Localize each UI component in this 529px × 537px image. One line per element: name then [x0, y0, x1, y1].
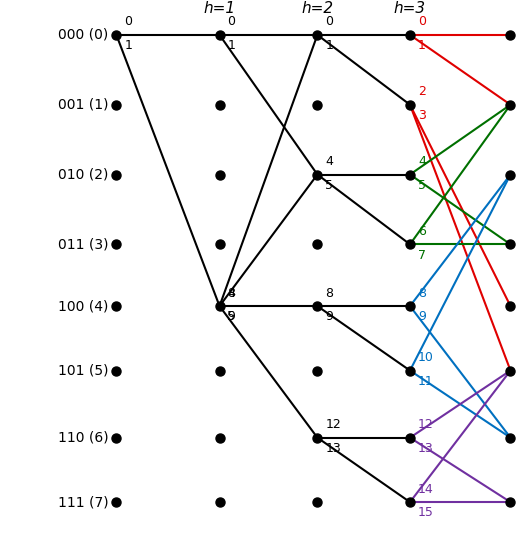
- Text: h=2: h=2: [302, 1, 333, 16]
- Text: 13: 13: [325, 442, 341, 455]
- Text: 4: 4: [227, 287, 235, 300]
- Text: 000 (0): 000 (0): [58, 28, 108, 42]
- Text: 010 (2): 010 (2): [58, 168, 108, 182]
- Text: 3: 3: [418, 109, 426, 122]
- Text: 0: 0: [124, 16, 132, 28]
- Text: 4: 4: [418, 155, 426, 168]
- Text: 11: 11: [418, 375, 434, 388]
- Text: 8: 8: [227, 287, 235, 300]
- Text: 8: 8: [325, 287, 333, 300]
- Text: 9: 9: [227, 310, 235, 323]
- Text: 1: 1: [418, 39, 426, 52]
- Text: 1: 1: [124, 39, 132, 52]
- Text: 0: 0: [325, 16, 333, 28]
- Text: 9: 9: [325, 310, 333, 323]
- Text: 9: 9: [418, 310, 426, 323]
- Text: 14: 14: [418, 483, 434, 496]
- Text: 1: 1: [325, 39, 333, 52]
- Text: 100 (4): 100 (4): [58, 299, 108, 313]
- Text: 10: 10: [418, 351, 434, 364]
- Text: 001 (1): 001 (1): [58, 98, 108, 112]
- Text: 12: 12: [418, 418, 434, 431]
- Text: 0: 0: [227, 16, 235, 28]
- Text: 011 (3): 011 (3): [58, 237, 108, 251]
- Text: 4: 4: [325, 155, 333, 168]
- Text: 15: 15: [418, 506, 434, 519]
- Text: 5: 5: [418, 179, 426, 192]
- Text: 5: 5: [227, 310, 235, 323]
- Text: 6: 6: [418, 225, 426, 238]
- Text: 13: 13: [418, 442, 434, 455]
- Text: 7: 7: [418, 249, 426, 262]
- Text: h=1: h=1: [204, 1, 235, 16]
- Text: h=3: h=3: [394, 1, 426, 16]
- Text: 110 (6): 110 (6): [58, 431, 108, 445]
- Text: 111 (7): 111 (7): [58, 495, 108, 509]
- Text: 101 (5): 101 (5): [58, 364, 108, 378]
- Text: 1: 1: [227, 39, 235, 52]
- Text: 8: 8: [418, 287, 426, 300]
- Text: 0: 0: [418, 16, 426, 28]
- Text: 2: 2: [418, 85, 426, 98]
- Text: 5: 5: [325, 179, 333, 192]
- Text: 12: 12: [325, 418, 341, 431]
